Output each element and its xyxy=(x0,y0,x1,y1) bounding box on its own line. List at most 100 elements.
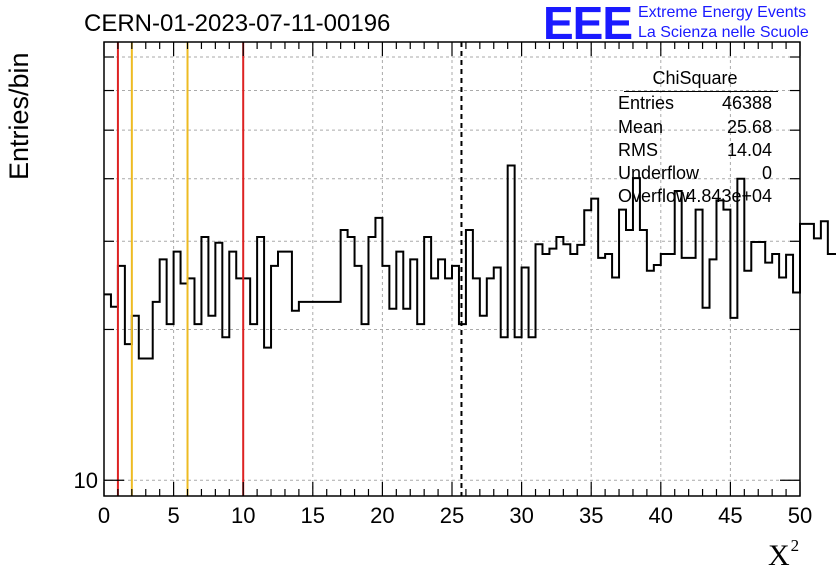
eee-logo: EEE xyxy=(543,0,633,49)
histogram-bin xyxy=(306,302,313,496)
x-tick-label: 35 xyxy=(579,503,603,528)
histogram-bin xyxy=(716,200,723,496)
histogram-bin xyxy=(188,278,195,496)
histogram-bin xyxy=(424,237,431,496)
histogram-bin xyxy=(772,254,779,496)
x-tick-label: 10 xyxy=(231,503,255,528)
stats-row-entries: Entries 46388 xyxy=(618,93,772,115)
stats-row-rms: RMS 14.04 xyxy=(618,140,772,162)
histogram-bin xyxy=(584,210,591,496)
histogram-bin xyxy=(313,302,320,496)
histogram-bin xyxy=(765,263,772,496)
histogram-bin xyxy=(577,245,584,496)
histogram-bin xyxy=(536,244,543,496)
x-tick-label: 30 xyxy=(509,503,533,528)
histogram-bin xyxy=(821,221,828,496)
histogram-bin xyxy=(299,302,306,496)
histogram-bin xyxy=(410,259,417,496)
stats-row-mean: Mean 25.68 xyxy=(618,117,772,139)
histogram-bin xyxy=(522,267,529,496)
histogram-bin xyxy=(786,255,793,496)
histogram-bin xyxy=(201,237,208,496)
y-tick-label: 10 xyxy=(74,468,98,493)
histogram-bin xyxy=(285,252,292,496)
histogram-bin xyxy=(647,271,654,496)
histogram-bin xyxy=(139,359,146,496)
histogram-bin xyxy=(654,265,661,496)
logo-line2: La Scienza nelle Scuole xyxy=(638,24,809,41)
histogram-series xyxy=(104,164,836,360)
chart-title: CERN-01-2023-07-11-00196 xyxy=(84,10,391,37)
histogram-bin xyxy=(362,324,369,496)
histogram-bin xyxy=(125,344,132,496)
histogram-bin xyxy=(515,337,522,496)
histogram-bin xyxy=(640,230,647,496)
histogram-bin xyxy=(563,244,570,496)
histogram-bin xyxy=(758,242,765,496)
histogram-bin xyxy=(417,324,424,496)
stats-key: Entries xyxy=(618,93,675,113)
histogram-bin xyxy=(682,258,689,496)
x-axis-label-superscript: 2 xyxy=(790,536,800,555)
histogram-bin xyxy=(403,309,410,496)
histogram-bin xyxy=(633,178,640,496)
histogram-bin xyxy=(292,311,299,496)
stats-row-underflow: Underflow 0 xyxy=(618,163,772,185)
histogram-bin xyxy=(689,258,696,496)
histogram-bin xyxy=(160,259,167,496)
histogram-bin xyxy=(375,218,382,496)
histogram-bin xyxy=(229,252,236,496)
x-tick-label: 5 xyxy=(167,503,179,528)
histogram-bin xyxy=(675,191,682,496)
stats-key: RMS xyxy=(618,140,658,160)
x-tick-label: 0 xyxy=(98,503,110,528)
histogram-bin xyxy=(501,337,508,496)
histogram-bin xyxy=(341,230,348,496)
histogram-bin xyxy=(696,210,703,496)
histogram-bin xyxy=(438,259,445,496)
histogram-bin xyxy=(452,266,459,496)
histogram-bin xyxy=(153,302,160,496)
histogram-bin xyxy=(355,266,362,496)
stats-key: Mean xyxy=(618,117,664,137)
histogram-bin xyxy=(473,278,480,496)
histogram-bin xyxy=(703,308,710,496)
stats-key: Overflow xyxy=(618,186,690,206)
stats-row-overflow: Overflow 4.843e+04 xyxy=(618,186,772,208)
histogram-bin xyxy=(508,166,515,496)
stats-separator xyxy=(624,91,778,92)
histogram-bin xyxy=(807,224,814,496)
histogram-bin xyxy=(250,324,257,496)
histogram-bin xyxy=(194,324,201,496)
histogram-bin xyxy=(529,337,536,496)
histogram-bin xyxy=(396,252,403,496)
histogram-bin xyxy=(814,238,821,496)
histogram-bin xyxy=(494,267,501,496)
histogram-bin xyxy=(146,359,153,496)
stats-key: Underflow xyxy=(618,163,700,183)
histogram-bin xyxy=(626,230,633,496)
histogram-bin xyxy=(327,302,334,496)
histogram-bin xyxy=(382,266,389,496)
histogram-bin xyxy=(668,254,675,496)
histogram-bin xyxy=(167,324,174,496)
histogram-bin xyxy=(591,199,598,496)
histogram-bin xyxy=(431,278,438,496)
histogram-bin xyxy=(445,278,452,496)
x-tick-label: 25 xyxy=(440,503,464,528)
histogram-bin xyxy=(710,259,717,496)
histogram-bin xyxy=(222,337,229,496)
stats-title: ChiSquare xyxy=(652,68,738,88)
histogram-bin xyxy=(466,230,473,496)
x-axis-label: X2 xyxy=(768,536,799,573)
histogram-bin xyxy=(793,293,800,496)
histogram-bin xyxy=(181,284,188,496)
histogram-bin xyxy=(320,302,327,496)
histogram-bin xyxy=(334,302,341,496)
stats-box: ChiSquare Entries 46388 Mean 25.68 RMS 1… xyxy=(612,66,778,206)
histogram-bin xyxy=(132,316,139,496)
histogram-bin xyxy=(542,254,549,496)
histogram-bin xyxy=(737,179,744,496)
histogram-bin xyxy=(828,254,835,496)
